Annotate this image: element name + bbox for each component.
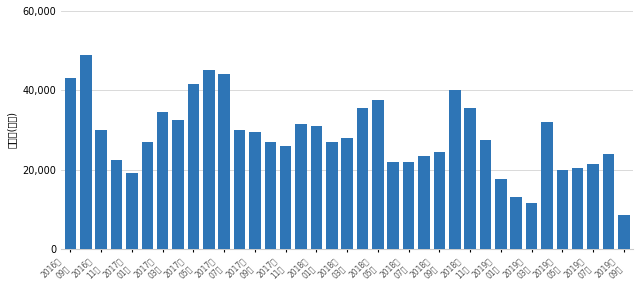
Bar	[403, 162, 414, 249]
Bar	[141, 142, 153, 249]
Bar	[387, 162, 399, 249]
Bar	[188, 84, 199, 249]
Bar	[480, 140, 492, 249]
Bar	[218, 74, 230, 249]
Bar	[465, 108, 476, 249]
Bar	[203, 70, 214, 249]
Bar	[234, 130, 245, 249]
Bar	[249, 132, 260, 249]
Bar	[95, 130, 107, 249]
Y-axis label: 거래량(건수): 거래량(건수)	[7, 111, 17, 148]
Bar	[111, 160, 122, 249]
Bar	[326, 142, 337, 249]
Bar	[310, 126, 322, 249]
Bar	[434, 152, 445, 249]
Bar	[356, 108, 368, 249]
Bar	[157, 112, 168, 249]
Bar	[557, 170, 568, 249]
Bar	[526, 203, 538, 249]
Bar	[80, 55, 92, 249]
Bar	[126, 173, 138, 249]
Bar	[495, 179, 507, 249]
Bar	[541, 122, 553, 249]
Bar	[603, 154, 614, 249]
Bar	[372, 100, 383, 249]
Bar	[511, 197, 522, 249]
Bar	[280, 146, 291, 249]
Bar	[172, 120, 184, 249]
Bar	[341, 138, 353, 249]
Bar	[295, 124, 307, 249]
Bar	[572, 168, 584, 249]
Bar	[418, 156, 430, 249]
Bar	[65, 78, 76, 249]
Bar	[449, 90, 461, 249]
Bar	[618, 215, 630, 249]
Bar	[264, 142, 276, 249]
Bar	[588, 163, 599, 249]
